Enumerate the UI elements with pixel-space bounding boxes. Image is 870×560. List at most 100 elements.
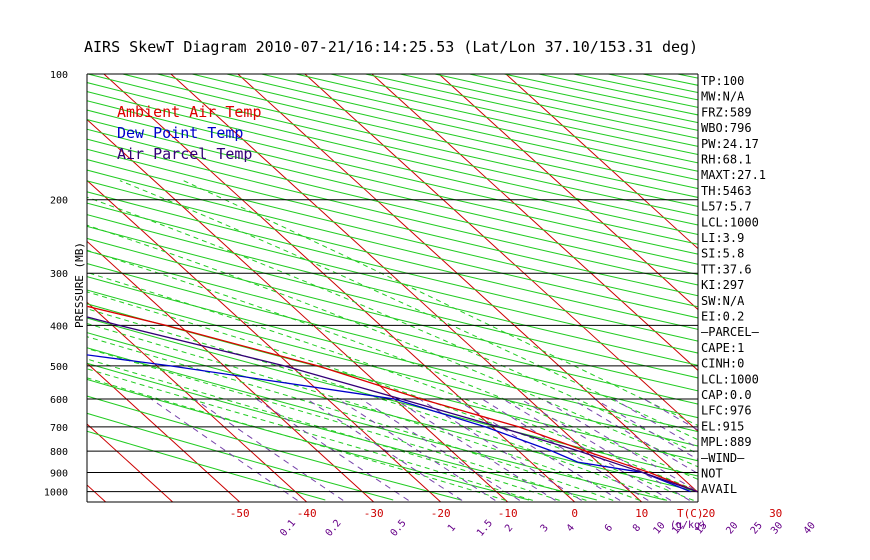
dry-adiabat-line — [434, 74, 698, 131]
dry-adiabat-line — [295, 74, 698, 164]
dry-adiabat-line — [87, 263, 698, 419]
index-entry: KI:297 — [701, 278, 744, 292]
pressure-tick-label: 700 — [50, 423, 68, 434]
dry-adiabat-line — [87, 180, 698, 330]
dry-adiabat-line — [87, 237, 698, 392]
dry-adiabat-line — [261, 74, 698, 172]
mixing-ratio-line — [594, 398, 698, 461]
dry-adiabat-line — [504, 74, 698, 116]
dry-adiabat-line — [87, 303, 698, 462]
mixing-ratio-label: 0.1 — [278, 518, 298, 539]
isotherm-line — [505, 74, 698, 250]
index-entry: MPL:889 — [701, 435, 752, 449]
mixing-ratio-label: 4 — [565, 523, 577, 535]
mixing-ratio-label: 3 — [539, 523, 551, 535]
moist-adiabat-line — [87, 224, 698, 468]
dry-adiabat-line — [87, 82, 698, 226]
isotherm-line — [170, 74, 643, 502]
legend-entry: Air Parcel Temp — [117, 145, 252, 163]
mixing-ratio-label: 1 — [446, 523, 458, 535]
index-entry: CAP:0.0 — [701, 388, 752, 402]
isotherm-line — [0, 74, 39, 502]
moist-adiabat-line — [87, 358, 560, 501]
pressure-tick-label: 200 — [50, 196, 68, 207]
index-entry: WBO:796 — [701, 121, 752, 135]
pressure-tick-label: 600 — [50, 395, 68, 406]
dry-adiabat-line — [87, 91, 698, 236]
mixing-ratio-line — [481, 398, 649, 501]
dry-adiabat-line — [87, 148, 698, 297]
index-entry: LI:3.9 — [701, 231, 744, 245]
index-entry: SI:5.8 — [701, 247, 744, 261]
mixing-ratio-label: 0.5 — [389, 518, 409, 539]
isotherm-line — [87, 362, 241, 502]
mixing-ratio-line — [571, 398, 698, 475]
bottom-temp-tick-label: 20 — [702, 507, 715, 520]
data-series — [87, 305, 698, 493]
ambient-air-temp-line — [87, 305, 698, 493]
dew-point-temp-line — [87, 354, 691, 493]
legend-entry: Dew Point Temp — [117, 124, 243, 142]
index-entry: SW:N/A — [701, 294, 745, 308]
dry-adiabat-line — [122, 74, 698, 207]
bottom-temp-tick-label: -10 — [498, 507, 518, 520]
mixing-ratio-line — [394, 398, 556, 501]
mixing-ratio-unit: (g/kg) — [670, 520, 706, 531]
dry-adiabat-line — [816, 74, 870, 500]
dry-adiabat-line — [191, 74, 698, 190]
bottom-temp-tick-label: 10 — [635, 507, 648, 520]
index-entry: FRZ:589 — [701, 105, 752, 119]
dry-adiabat-line — [87, 191, 698, 342]
pressure-tick-label: 400 — [50, 321, 68, 332]
index-entry: CAPE:1 — [701, 341, 744, 355]
pressure-tick-label: 900 — [50, 468, 68, 479]
dry-adiabat-line — [87, 138, 698, 286]
index-entry: EL:915 — [701, 419, 744, 433]
mixing-ratio-line — [520, 398, 690, 501]
dry-adiabat-line — [87, 74, 698, 217]
dry-adiabat-line — [87, 169, 698, 319]
isotherm-line — [87, 240, 375, 502]
dry-adiabat-line — [330, 74, 698, 156]
pressure-tick-label: 800 — [50, 447, 68, 458]
isotherm-line — [87, 301, 308, 502]
mixing-ratio-label: 20 — [724, 520, 740, 536]
mixing-ratio-line — [194, 398, 344, 501]
isotherm-line — [87, 423, 174, 502]
moist-adiabat-line — [87, 368, 533, 501]
dry-adiabat-line — [87, 332, 698, 493]
index-entry: CINH:0 — [701, 357, 744, 371]
dry-adiabat-line — [87, 202, 698, 354]
mixing-ratio-label: 8 — [631, 523, 643, 535]
index-entry: NOT — [701, 467, 723, 481]
dry-adiabat-line — [87, 347, 665, 501]
air-parcel-temp-line — [87, 316, 698, 493]
dry-adiabat-line — [87, 100, 698, 245]
dry-adiabat-line — [782, 74, 870, 500]
mixing-ratio-label: 6 — [603, 523, 615, 535]
moist-adiabat-line — [87, 308, 667, 501]
temp-axis-unit: T(C) — [677, 507, 704, 520]
mixing-ratio-line — [455, 398, 621, 501]
bottom-temp-tick-label: -30 — [364, 507, 384, 520]
index-entry: LCL:1000 — [701, 215, 759, 229]
pressure-tick-label: 500 — [50, 362, 68, 373]
dry-adiabat-line — [87, 119, 698, 265]
dry-adiabat-line — [87, 250, 698, 405]
index-entry: AVAIL — [701, 482, 737, 496]
dry-adiabat-line — [87, 159, 698, 308]
dry-adiabat-line — [157, 74, 698, 198]
chart-title: AIRS SkewT Diagram 2010-07-21/16:14:25.5… — [84, 38, 698, 56]
legend: Ambient Air Temp Dew Point Temp Air Parcel… — [117, 103, 262, 163]
dry-adiabat-line — [87, 412, 394, 501]
bottom-temp-tick-label: 30 — [769, 507, 782, 520]
dry-adiabat-line — [87, 109, 698, 255]
y-axis-title: PRESSURE (MB) — [73, 242, 86, 328]
pressure-tick-label: 300 — [50, 269, 68, 280]
moist-adiabat-line — [87, 271, 698, 492]
dry-adiabat-line — [226, 74, 698, 181]
isotherm-line — [87, 484, 107, 502]
mixing-ratio-label: 40 — [802, 520, 818, 536]
